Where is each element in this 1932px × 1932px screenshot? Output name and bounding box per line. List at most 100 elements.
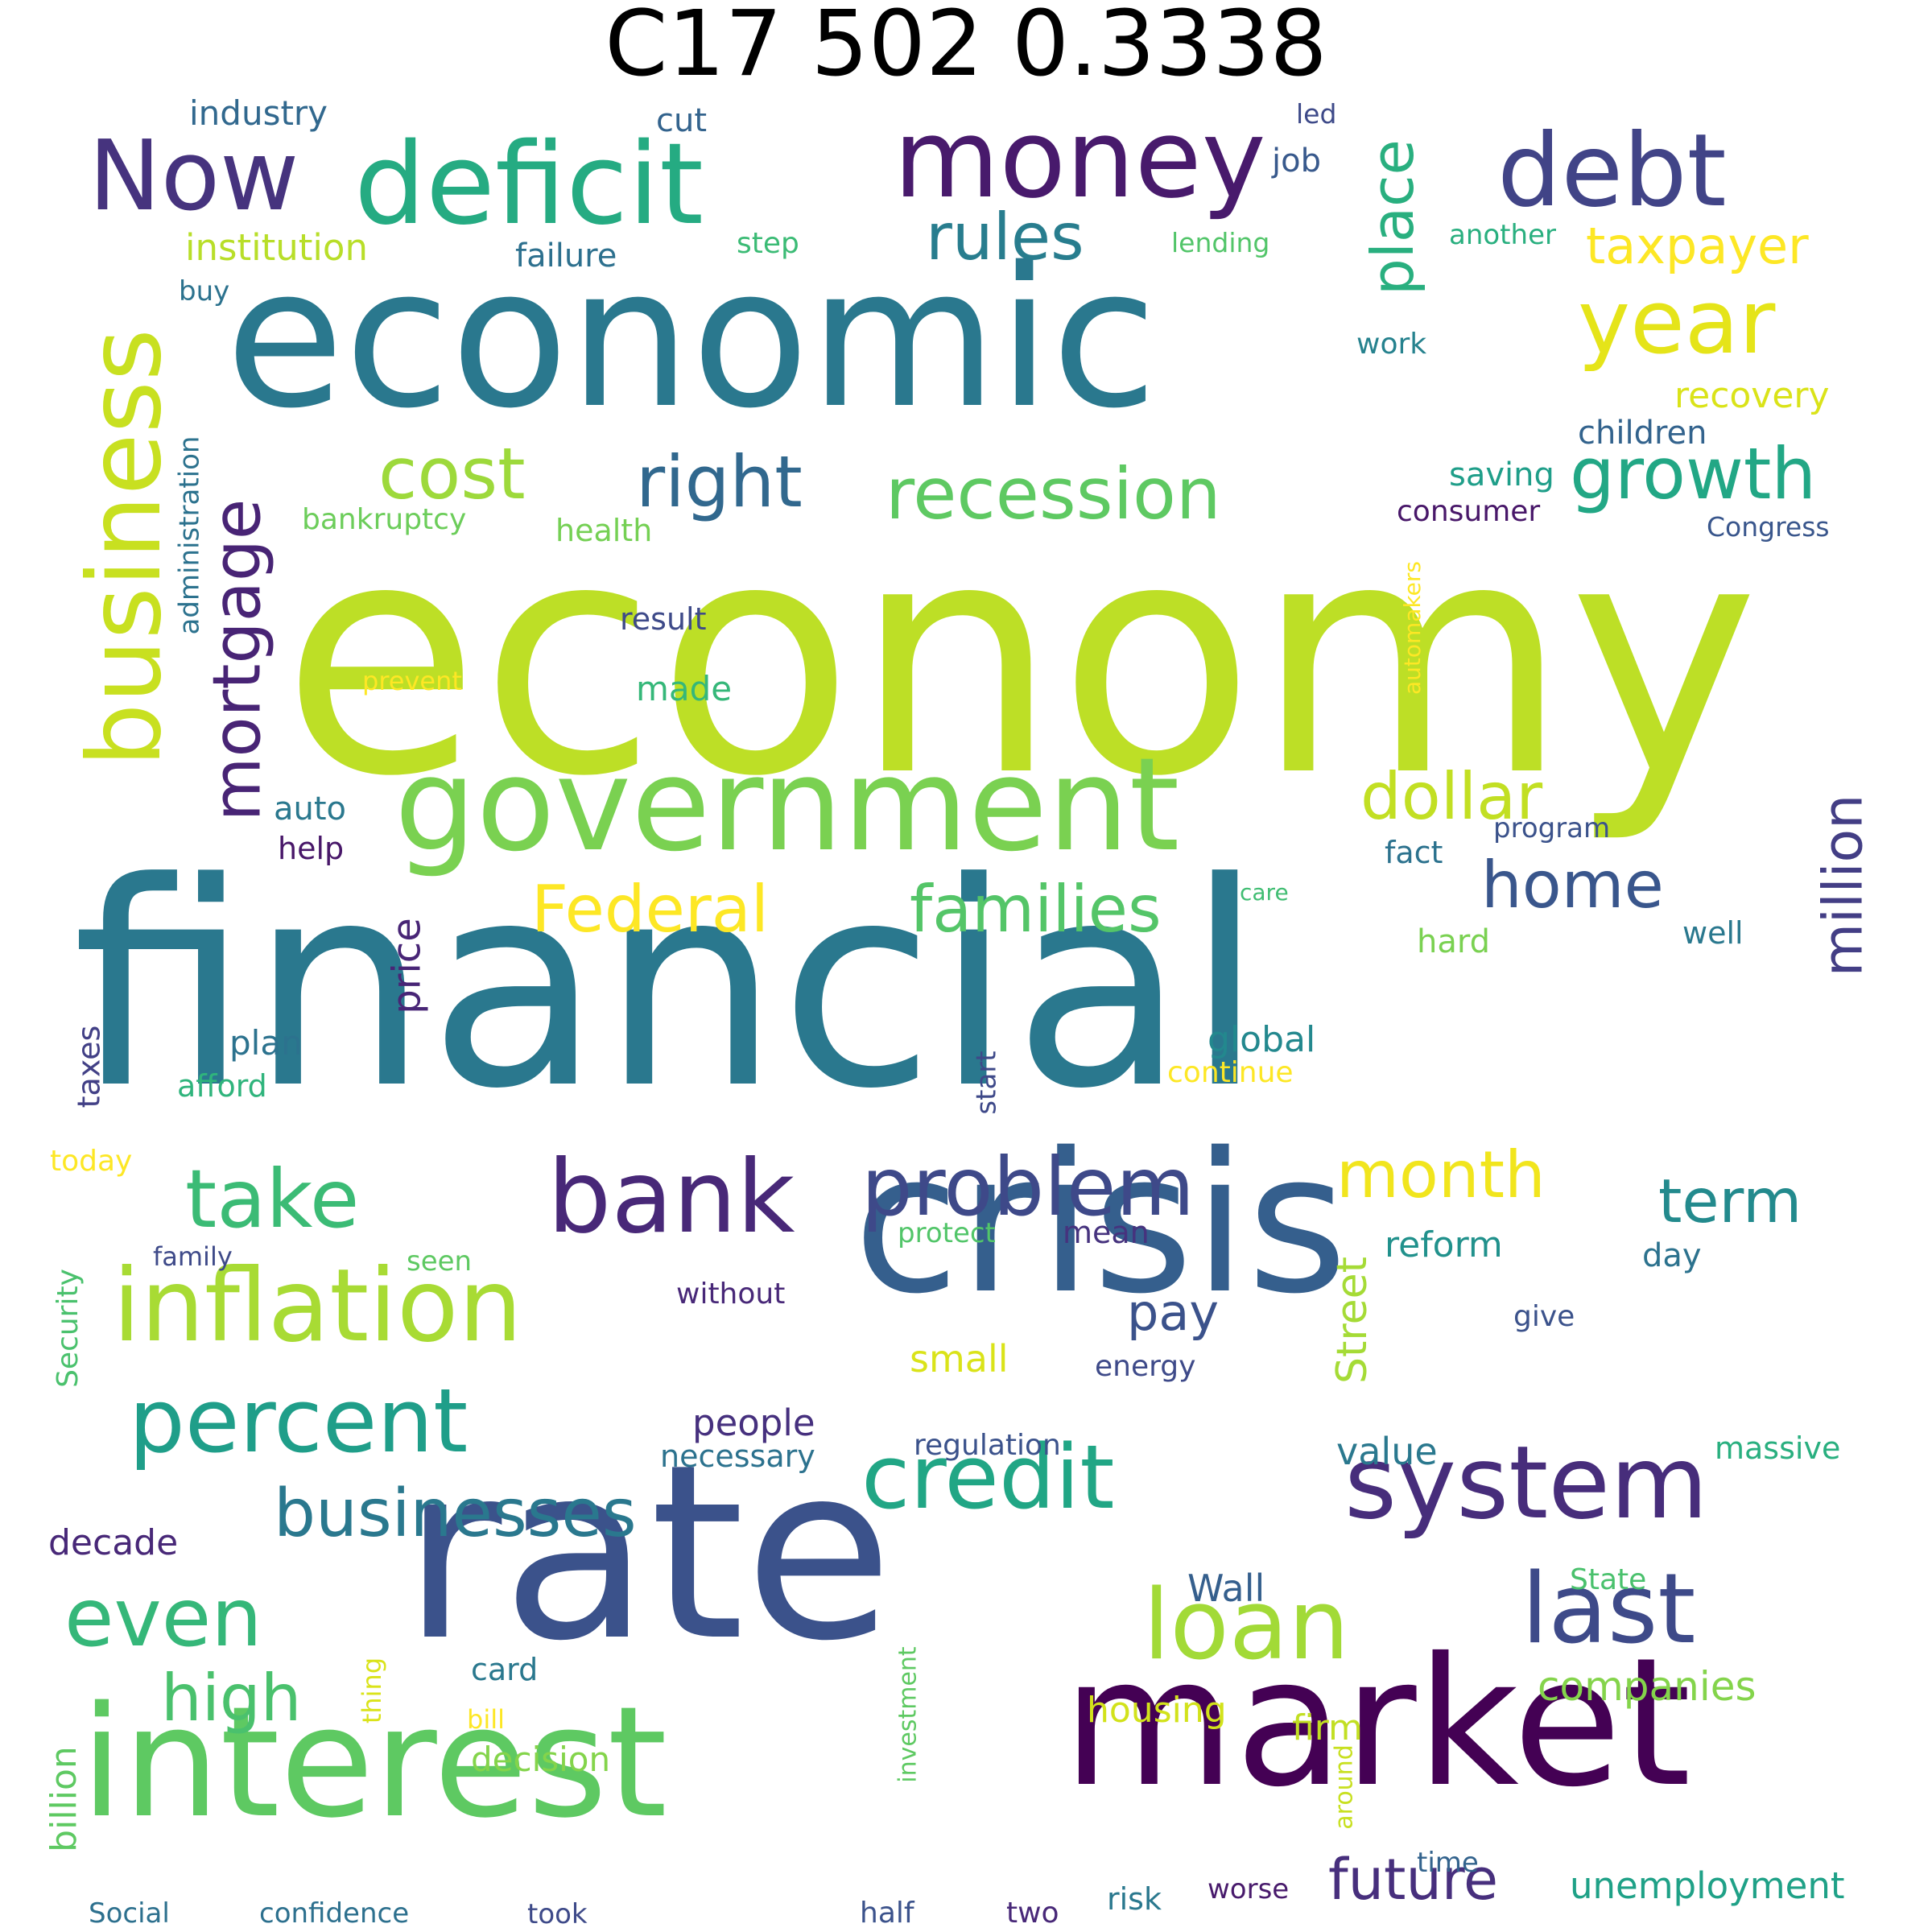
cloud-word: institution — [185, 226, 368, 269]
cloud-word: made — [636, 669, 733, 708]
cloud-word: care — [1240, 879, 1289, 906]
cloud-word: high — [161, 1661, 302, 1736]
cloud-word: financial — [72, 822, 1264, 1150]
cloud-word: problem — [861, 1140, 1195, 1234]
cloud-word: confidence — [259, 1897, 410, 1930]
cloud-word: mortgage — [198, 498, 275, 822]
cloud-word: recession — [886, 452, 1221, 535]
cloud-word: firm — [1292, 1707, 1363, 1748]
cloud-word: protect — [898, 1217, 996, 1249]
cloud-word: saving — [1449, 456, 1554, 493]
cloud-word: auto — [274, 791, 347, 828]
cloud-word: money — [894, 96, 1266, 222]
cloud-word: credit — [861, 1426, 1115, 1529]
cloud-word: businesses — [274, 1476, 637, 1552]
cloud-word: last — [1521, 1554, 1696, 1666]
cloud-word: future — [1328, 1847, 1499, 1913]
cloud-word: inflation — [113, 1248, 522, 1364]
cloud-word: home — [1481, 848, 1664, 923]
cloud-word: housing — [1087, 1690, 1227, 1731]
cloud-word: percent — [129, 1369, 469, 1472]
cloud-word: massive — [1715, 1430, 1841, 1466]
cloud-word: automakers — [1399, 561, 1426, 695]
cloud-word: Security — [51, 1269, 85, 1388]
cloud-word: mean — [1063, 1215, 1150, 1250]
cloud-word: industry — [189, 93, 328, 133]
cloud-word: decision — [471, 1740, 611, 1779]
cloud-word: crisis — [853, 1111, 1348, 1336]
cloud-word: Social — [89, 1897, 170, 1930]
cloud-word: deficit — [354, 119, 704, 250]
cloud-word: rate — [402, 1413, 894, 1694]
cloud-word: around — [1330, 1744, 1359, 1830]
cloud-word: cut — [656, 102, 708, 139]
cloud-word: dollar — [1360, 759, 1543, 834]
cloud-word: energy — [1095, 1350, 1196, 1383]
cloud-word: risk — [1107, 1881, 1162, 1917]
cloud-word: price — [384, 918, 430, 1014]
cloud-word: bankruptcy — [302, 503, 467, 536]
cloud-word: failure — [515, 237, 617, 275]
cloud-word: seen — [407, 1245, 473, 1278]
cloud-word: people — [692, 1402, 815, 1444]
cloud-word: interest — [80, 1674, 667, 1852]
cloud-word: start — [970, 1051, 1003, 1115]
cloud-word: rules — [926, 200, 1084, 275]
cloud-word: taxpayer — [1586, 217, 1809, 275]
cloud-word: plan — [229, 1023, 303, 1063]
cloud-word: help — [278, 831, 345, 866]
cloud-word: million — [1810, 794, 1875, 977]
cloud-word: consumer — [1397, 495, 1541, 528]
cloud-word: bank — [547, 1139, 795, 1256]
cloud-word: government — [394, 729, 1180, 880]
cloud-word: another — [1449, 219, 1556, 251]
cloud-word: card — [471, 1652, 539, 1687]
cloud-word: Wall — [1187, 1567, 1265, 1610]
cloud-word: thing — [357, 1657, 388, 1724]
cloud-word: lending — [1171, 227, 1270, 258]
cloud-word: day — [1642, 1237, 1702, 1274]
cloud-word: without — [676, 1278, 786, 1311]
cloud-word: market — [1063, 1620, 1691, 1826]
cloud-word: program — [1493, 812, 1611, 844]
cloud-word: year — [1578, 270, 1776, 374]
cloud-word: global — [1208, 1019, 1316, 1060]
cloud-word: State — [1570, 1563, 1647, 1596]
cloud-word: children — [1578, 415, 1707, 452]
cloud-word: small — [910, 1337, 1009, 1381]
cloud-word: fact — [1385, 835, 1443, 870]
cloud-word: today — [50, 1145, 133, 1178]
cloud-word: cost — [378, 432, 526, 515]
cloud-word: debt — [1497, 113, 1727, 229]
cloud-word: Federal — [531, 872, 769, 947]
cloud-word: result — [620, 601, 707, 637]
cloud-word: worse — [1208, 1873, 1290, 1905]
cloud-word: prevent — [362, 666, 462, 696]
cloud-word: continue — [1167, 1056, 1294, 1089]
cloud-word: decade — [48, 1522, 179, 1563]
cloud-title: C17 502 0.3338 — [605, 0, 1327, 97]
cloud-word: investment — [894, 1646, 923, 1783]
cloud-word: half — [860, 1897, 914, 1930]
cloud-word: take — [185, 1152, 360, 1246]
cloud-word: companies — [1538, 1663, 1757, 1710]
cloud-word: job — [1272, 142, 1321, 180]
cloud-word: led — [1296, 98, 1337, 130]
cloud-word: buy — [179, 275, 230, 308]
cloud-word: work — [1356, 328, 1427, 361]
cloud-word: necessary — [660, 1439, 815, 1474]
cloud-word: even — [64, 1571, 262, 1665]
cloud-word: economy — [282, 473, 1760, 847]
cloud-word: term — [1658, 1166, 1802, 1236]
cloud-word: took — [527, 1898, 588, 1930]
cloud-word: time — [1417, 1847, 1479, 1879]
cloud-word: regulation — [914, 1429, 1061, 1462]
cloud-word: Congress — [1707, 511, 1830, 543]
cloud-word: system — [1344, 1425, 1708, 1542]
cloud-word: administration — [172, 436, 205, 635]
cloud-word: right — [636, 440, 803, 523]
cloud-word: month — [1336, 1137, 1546, 1212]
cloud-word: bill — [467, 1704, 505, 1735]
cloud-word: health — [555, 513, 653, 548]
